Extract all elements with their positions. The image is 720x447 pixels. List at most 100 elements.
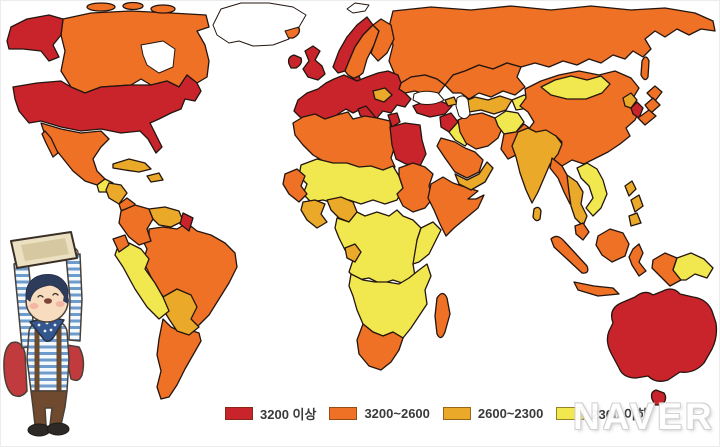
region-sumatra (550, 235, 589, 274)
region-malaysia (574, 222, 590, 241)
region-baja-california (41, 130, 59, 158)
region-uzbekistan-turkmenistan (462, 95, 513, 115)
region-north-korea (622, 92, 638, 109)
region-guyanas (179, 212, 194, 232)
region-mexico (40, 122, 110, 186)
region-caucasus (444, 96, 458, 107)
region-alaska (6, 14, 64, 62)
region-saudi-arabia (436, 137, 484, 179)
region-philippines (628, 212, 642, 227)
pants (30, 390, 68, 426)
legend-swatch-cat4 (556, 407, 585, 420)
legend-label-cat1: 3200 이상 (260, 407, 317, 422)
region-colombia (118, 204, 154, 246)
region-southern-africa (348, 263, 432, 339)
hair-side-tuft (63, 295, 69, 304)
right-arm (65, 253, 83, 342)
region-ecuador (112, 234, 130, 253)
polka-dot-scarf (29, 316, 65, 342)
region-ireland (287, 54, 303, 69)
shoe-right (46, 422, 70, 436)
region-romania (372, 87, 393, 103)
blush-left (29, 303, 39, 309)
region-thailand (566, 174, 588, 227)
region-mongolia (540, 75, 611, 100)
region-canadian-arctic-islands (150, 4, 176, 14)
hudson-bay (140, 40, 176, 74)
region-bolivia-paraguay (162, 288, 200, 336)
region-cuba (112, 158, 152, 173)
region-greenland (212, 2, 307, 47)
legend-item-cat1: 3200 이상 (225, 404, 316, 423)
scarf-dot (49, 328, 53, 332)
legend-label-cat2: 3200~2600 (364, 406, 430, 421)
black-sea (412, 90, 445, 105)
region-canadian-arctic-islands (86, 2, 116, 12)
legend-item-cat3: 2600~2300 (442, 406, 544, 421)
region-south-africa (356, 323, 404, 371)
region-peru (114, 242, 170, 320)
legend-swatch-cat2 (329, 407, 358, 420)
region-japan (637, 109, 657, 126)
region-hispaniola (146, 172, 164, 183)
backpack-right (66, 344, 85, 382)
mouth (44, 298, 52, 304)
region-kazakhstan (444, 62, 526, 100)
region-senegal-guinea (282, 168, 308, 203)
region-south-korea (630, 101, 644, 119)
region-borneo (595, 228, 630, 263)
region-sri-lanka (532, 206, 542, 222)
region-ivory-coast-ghana (300, 199, 328, 229)
eye-right (52, 292, 59, 296)
region-canadian-arctic-islands (122, 1, 144, 11)
region-sakhalin (640, 56, 650, 81)
blush-right (55, 301, 65, 307)
region-yemen-oman (454, 161, 494, 191)
legend-swatch-cat3 (442, 407, 471, 420)
eye-left (37, 294, 44, 298)
region-iran (457, 112, 504, 150)
map-legend: 3200 이상 3200~2600 2600~2300 2300 이하 (225, 404, 648, 423)
region-usa (12, 74, 202, 154)
region-uk (302, 45, 326, 81)
scarf-dot (53, 323, 57, 327)
region-papua-new-guinea (672, 252, 714, 281)
region-sulawesi (628, 243, 647, 277)
paper-map-inner (21, 238, 69, 261)
region-indochina (576, 162, 608, 217)
backpack-left (3, 341, 28, 398)
map-regions (6, 1, 718, 406)
legend-label-cat4: 2300 이하 (591, 407, 648, 422)
legend-swatch-cat1 (225, 407, 253, 420)
region-svalbard (346, 2, 370, 14)
region-western-europe (293, 70, 412, 125)
region-philippines (624, 180, 637, 197)
legend-item-cat4: 2300 이하 (556, 404, 648, 423)
region-egypt (389, 122, 427, 167)
child-holding-map-illustration (3, 231, 85, 437)
scarf-dot (37, 323, 41, 327)
region-java (573, 281, 620, 297)
region-sudan (396, 162, 434, 213)
region-tasmania (650, 389, 667, 406)
region-russia (388, 5, 716, 86)
region-finland (370, 18, 395, 62)
region-afghanistan (494, 110, 525, 135)
region-philippines (630, 194, 644, 213)
region-venezuela (148, 206, 184, 228)
region-sahel (298, 158, 404, 205)
scarf-dot (43, 329, 47, 333)
region-east-africa (412, 221, 442, 265)
region-horn-of-africa (427, 176, 485, 237)
naver-watermark: NAVER (573, 396, 715, 437)
region-australia (606, 288, 718, 382)
region-gabon-congo (344, 243, 362, 263)
caspian-sea (455, 95, 471, 120)
region-india (511, 127, 563, 204)
legend-item-cat2: 3200~2600 (329, 406, 430, 421)
legend-label-cat3: 2600~2300 (477, 406, 544, 421)
hair (25, 274, 69, 302)
region-madagascar (434, 292, 451, 339)
